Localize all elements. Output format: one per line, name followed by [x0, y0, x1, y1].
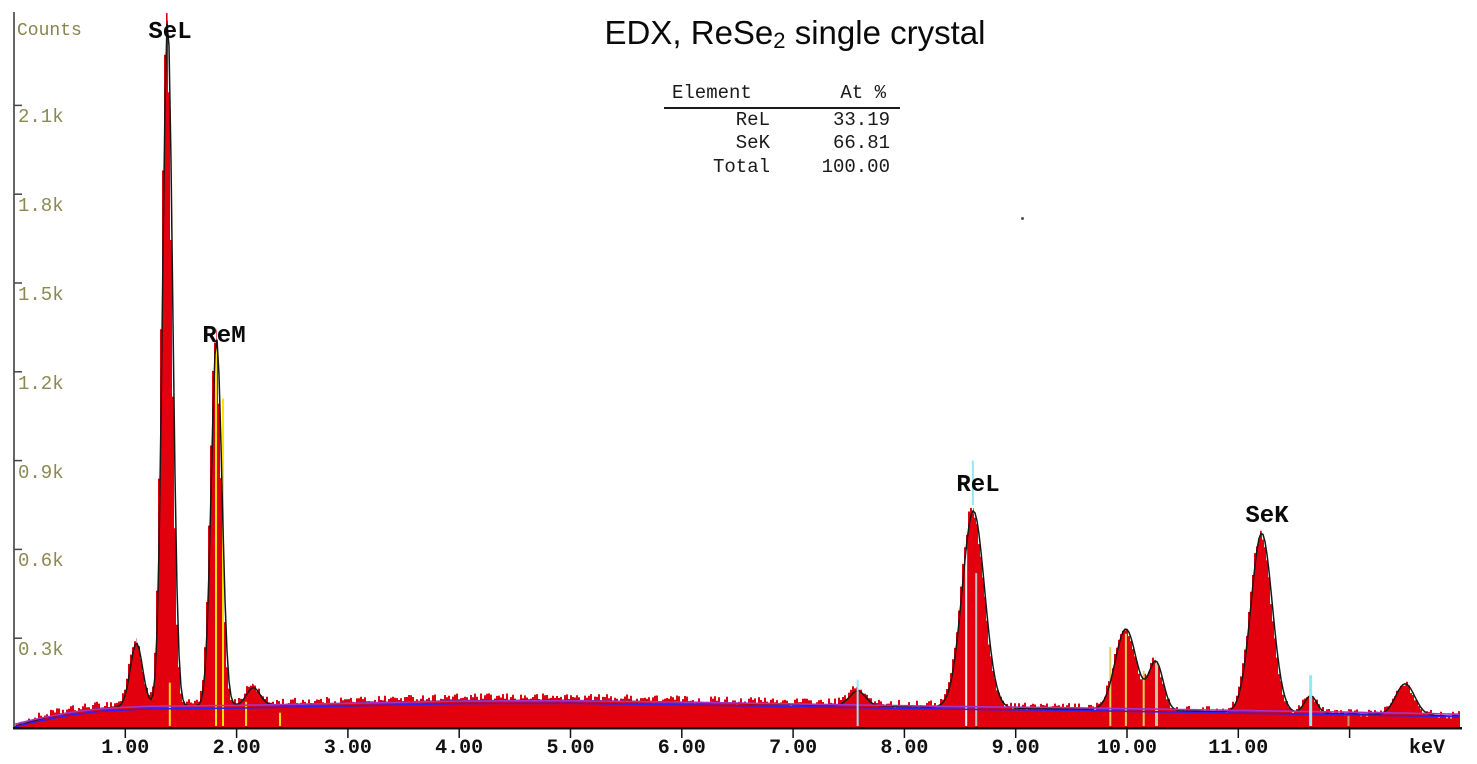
table-row: SeK 66.81 [664, 132, 900, 156]
background-line-blue [14, 702, 1460, 728]
x-tick-label: 5.00 [546, 737, 595, 760]
y-tick-label: 0.3k [18, 639, 64, 662]
x-tick-label: 4.00 [435, 737, 484, 760]
composition-table: Element At % ReL 33.19 SeK 66.81 Total 1… [664, 82, 900, 179]
peak-label-rel: ReL [956, 472, 1000, 499]
row-value: 33.19 [832, 108, 890, 131]
x-tick-label: 9.00 [991, 737, 1040, 760]
x-tick-label: 3.00 [323, 737, 372, 760]
x-axis-line [13, 727, 1462, 730]
title-text-after: single crystal [785, 14, 986, 51]
title-subscript: 2 [773, 28, 786, 53]
table-row: Total 100.00 [664, 156, 900, 180]
y-tick-label: 1.8k [18, 195, 64, 218]
header-element: Element [672, 82, 752, 104]
peak-label-sek: SeK [1245, 503, 1289, 530]
x-tick-label: 6.00 [657, 737, 706, 760]
composition-table-header: Element At % [664, 82, 900, 109]
x-tick-label: 10.00 [1096, 737, 1157, 760]
peak-label-rem: ReM [202, 323, 246, 350]
row-element: Total [712, 155, 770, 178]
x-axis-unit-label: keV [1408, 737, 1445, 760]
title-text: EDX, ReSe [604, 14, 774, 51]
background-line-magenta [14, 699, 1460, 725]
y-axis-label: Counts [17, 21, 82, 41]
peak-label-sel: SeL [148, 19, 192, 46]
table-row: ReL 33.19 [664, 109, 900, 133]
x-tick-label: 11.00 [1208, 737, 1269, 760]
x-tick-label: 7.00 [769, 737, 818, 760]
y-tick-label: 0.9k [18, 461, 64, 484]
page-title: EDX, ReSe2 single crystal [565, 14, 1025, 54]
row-value: 66.81 [832, 132, 890, 154]
row-element: SeK [735, 132, 770, 154]
y-tick-label: 1.2k [18, 372, 64, 395]
header-at-percent: At % [840, 82, 886, 104]
y-tick-label: 1.5k [18, 284, 64, 306]
row-value: 100.00 [821, 155, 890, 178]
stray-dot [1021, 217, 1024, 220]
y-tick-label: 2.1k [18, 106, 64, 129]
y-tick-label: 0.6k [18, 550, 64, 573]
spectrum-fill [14, 13, 1460, 728]
row-element: ReL [735, 108, 770, 131]
x-tick-label: 2.00 [212, 737, 261, 760]
x-tick-label: 1.00 [101, 737, 150, 760]
x-tick-label: 8.00 [880, 737, 929, 760]
